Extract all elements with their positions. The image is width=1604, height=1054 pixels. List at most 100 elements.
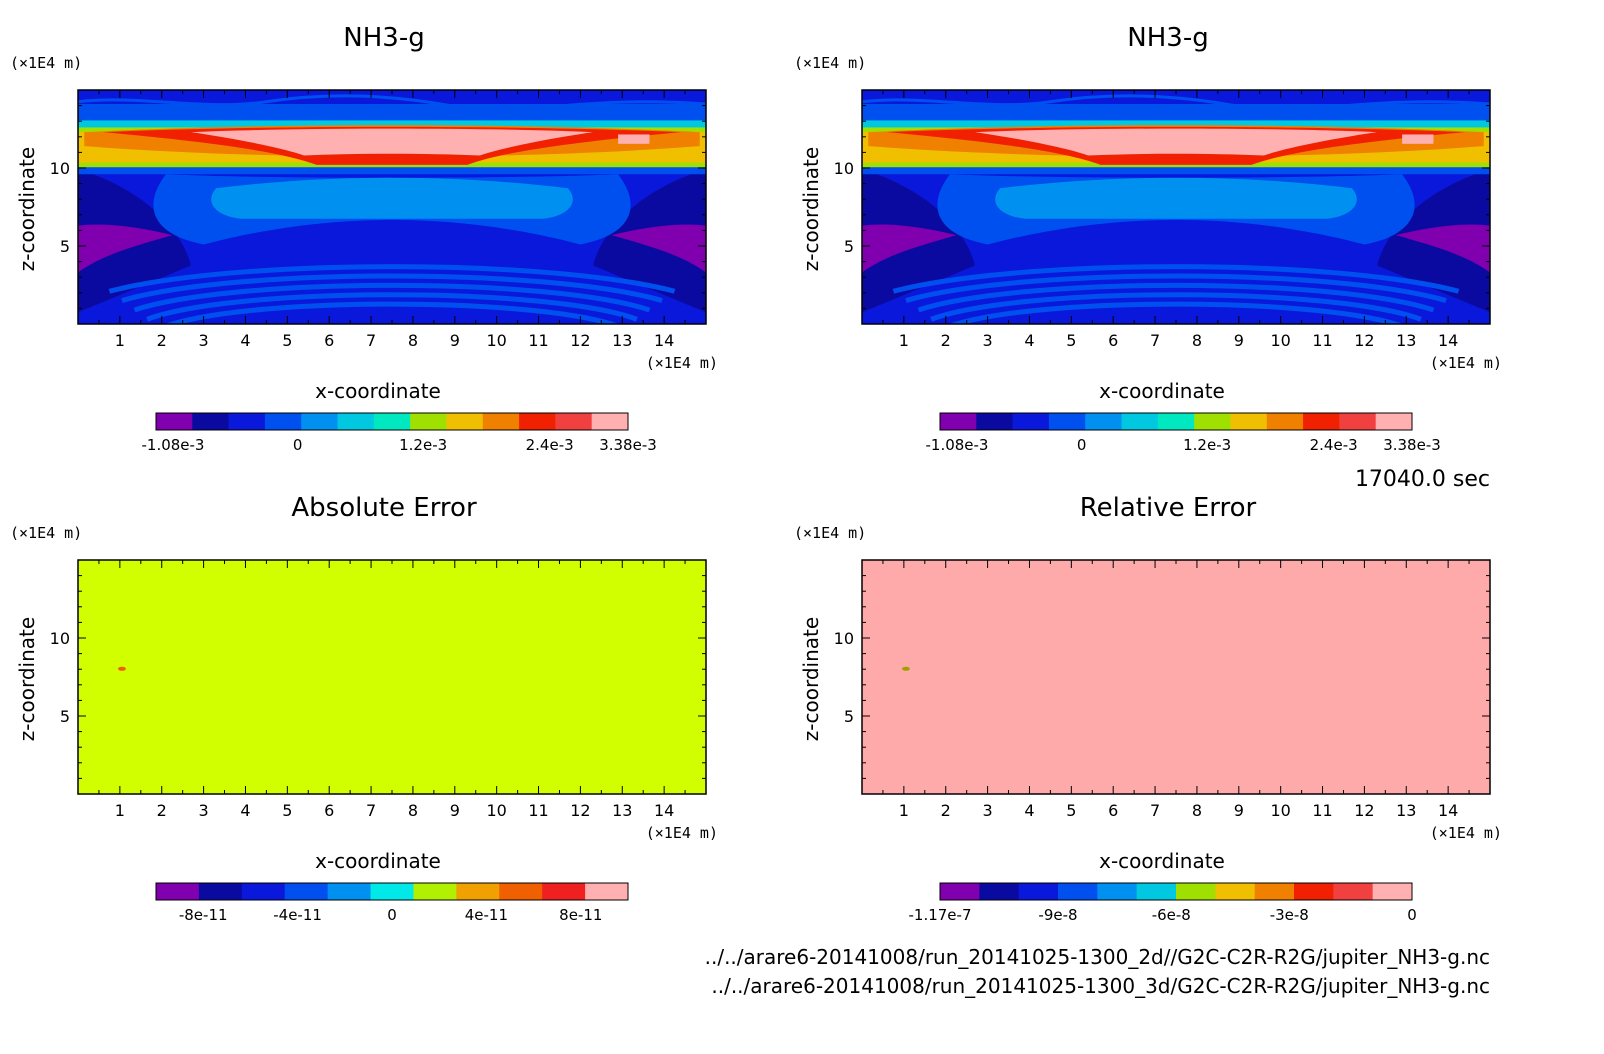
- contour-line: [165, 301, 619, 324]
- x-tick-label: 13: [1396, 331, 1416, 350]
- colorbar-frame: [155, 412, 629, 431]
- contour-level: [611, 224, 706, 273]
- colorbar-tick-label: 1.2e-3: [399, 436, 447, 454]
- colorbar-frame: [155, 882, 629, 901]
- x-tick-label: 10: [486, 801, 506, 820]
- x-axis-label: x-coordinate: [1099, 849, 1225, 873]
- colorbar: -1.08e-3 0 1.2e-3 2.4e-3 3.38e-3: [925, 412, 1441, 454]
- x-tick-label: 1: [899, 801, 909, 820]
- x-tick-label: 9: [450, 801, 460, 820]
- x-tick-label: 3: [983, 331, 993, 350]
- x-tick-label: 10: [486, 331, 506, 350]
- contour-line: [862, 94, 1490, 112]
- panel-title: Absolute Error: [291, 493, 477, 523]
- y-tick-label: 10: [50, 159, 70, 178]
- colorbar-tick-label: 3.38e-3: [599, 436, 657, 454]
- time-label: 17040.0 sec: [1355, 467, 1490, 492]
- panel-title: Relative Error: [1080, 493, 1257, 523]
- contour-level: [862, 224, 957, 273]
- error-spot: [901, 666, 910, 671]
- colorbar-tick-label: -1.08e-3: [925, 436, 988, 454]
- x-tick-label: 6: [324, 331, 334, 350]
- colorbar-swatch: [1048, 413, 1086, 430]
- colorbar-swatch: [1012, 413, 1050, 430]
- colorbar-swatch: [264, 413, 302, 430]
- y-tick-label: 5: [60, 707, 70, 726]
- colorbar-swatch: [1121, 413, 1159, 430]
- colorbar-swatch: [301, 413, 339, 430]
- x-tick-label: 13: [612, 331, 632, 350]
- y-tick-label: 10: [50, 629, 70, 648]
- y-tick-label: 5: [844, 237, 854, 256]
- colorbar-swatch: [1018, 883, 1059, 900]
- colorbar-swatch: [327, 883, 372, 900]
- contour-line: [146, 292, 638, 322]
- colorbar-swatch: [976, 413, 1014, 430]
- contour-line: [905, 273, 1447, 304]
- x-tick-label: 13: [1396, 801, 1416, 820]
- y-tick-label: 10: [834, 159, 854, 178]
- colorbar-swatch: [1085, 413, 1123, 430]
- panel-3: Absolute Error(×1E4 m)1 2 3 4 5 6 7 8 9 10 11 12 13 1…: [10, 493, 718, 924]
- colorbar-swatch: [1294, 883, 1334, 900]
- colorbar-frame: [939, 882, 1413, 901]
- colorbar-tick-label: -8e-11: [179, 906, 228, 924]
- x-tick-label: 9: [1234, 331, 1244, 350]
- y-unit-label: (×1E4 m): [10, 54, 82, 72]
- colorbar-swatch: [1333, 883, 1374, 900]
- colorbar-swatch: [413, 883, 457, 900]
- colorbar-tick-label: -6e-8: [1152, 906, 1191, 924]
- panel-title: NH3-g: [343, 23, 424, 53]
- x-tick-label: 12: [1354, 801, 1374, 820]
- x-tick-label: 4: [240, 801, 250, 820]
- colorbar-tick-label: -9e-8: [1038, 906, 1077, 924]
- y-axis-label: z-coordinate: [15, 617, 39, 741]
- colorbar-swatch: [156, 413, 193, 430]
- colorbar-swatch: [979, 883, 1020, 900]
- contour-line: [930, 292, 1422, 322]
- x-tick-label: 8: [408, 801, 418, 820]
- file-path-1: ../../arare6-20141008/run_20141025-1300_…: [705, 945, 1490, 969]
- x-tick-label: 14: [654, 331, 674, 350]
- y-unit-label: (×1E4 m): [10, 524, 82, 542]
- x-tick-label: 11: [1312, 331, 1332, 350]
- contour-line: [78, 94, 706, 112]
- colorbar-tick-label: -1.17e-7: [909, 906, 972, 924]
- panel-2: NH3-g(×1E4 m)1 2 3 4 5 6 7 8 9 10 11 12 13 14510(×1E4…: [794, 23, 1502, 454]
- colorbar: -1.17e-7 -9e-8 -6e-8 -3e-8 0: [909, 882, 1417, 924]
- colorbar-swatch: [370, 883, 414, 900]
- x-tick-label: 12: [570, 801, 590, 820]
- x-axis-label: x-coordinate: [315, 849, 441, 873]
- colorbar-swatch: [542, 883, 586, 900]
- x-tick-label: 9: [1234, 801, 1244, 820]
- x-tick-label: 11: [1312, 801, 1332, 820]
- colorbar: -8e-11 -4e-11 0 4e-11 8e-11: [155, 882, 629, 924]
- panel-4: Relative Error(×1E4 m)1 2 3 4 5 6 7 8 9 10 11 12 13 1…: [794, 493, 1502, 924]
- x-unit-label: (×1E4 m): [646, 354, 718, 372]
- colorbar-swatch: [156, 883, 200, 900]
- colorbar-tick-label: 0: [387, 906, 397, 924]
- colorbar-swatch: [519, 413, 556, 430]
- file-path-2: ../../arare6-20141008/run_20141025-1300_…: [711, 974, 1490, 998]
- x-tick-label: 2: [941, 331, 951, 350]
- contour-level: [191, 128, 593, 156]
- x-tick-label: 8: [1192, 331, 1202, 350]
- colorbar-tick-label: 0: [293, 436, 303, 454]
- x-tick-label: 7: [1150, 331, 1160, 350]
- colorbar-swatch: [410, 413, 447, 430]
- contour-level: [78, 224, 173, 273]
- x-tick-label: 14: [1438, 801, 1458, 820]
- x-tick-label: 7: [366, 801, 376, 820]
- x-tick-label: 6: [324, 801, 334, 820]
- y-axis-label: z-coordinate: [799, 617, 823, 741]
- x-tick-label: 3: [199, 331, 209, 350]
- colorbar-swatch: [192, 413, 230, 430]
- colorbar: -1.08e-3 0 1.2e-3 2.4e-3 3.38e-3: [141, 412, 657, 454]
- contour-line: [108, 264, 676, 294]
- y-unit-label: (×1E4 m): [794, 524, 866, 542]
- colorbar-tick-label: -1.08e-3: [141, 436, 204, 454]
- contour-line: [121, 273, 663, 304]
- contour-line: [949, 301, 1403, 324]
- colorbar-swatch: [198, 883, 243, 900]
